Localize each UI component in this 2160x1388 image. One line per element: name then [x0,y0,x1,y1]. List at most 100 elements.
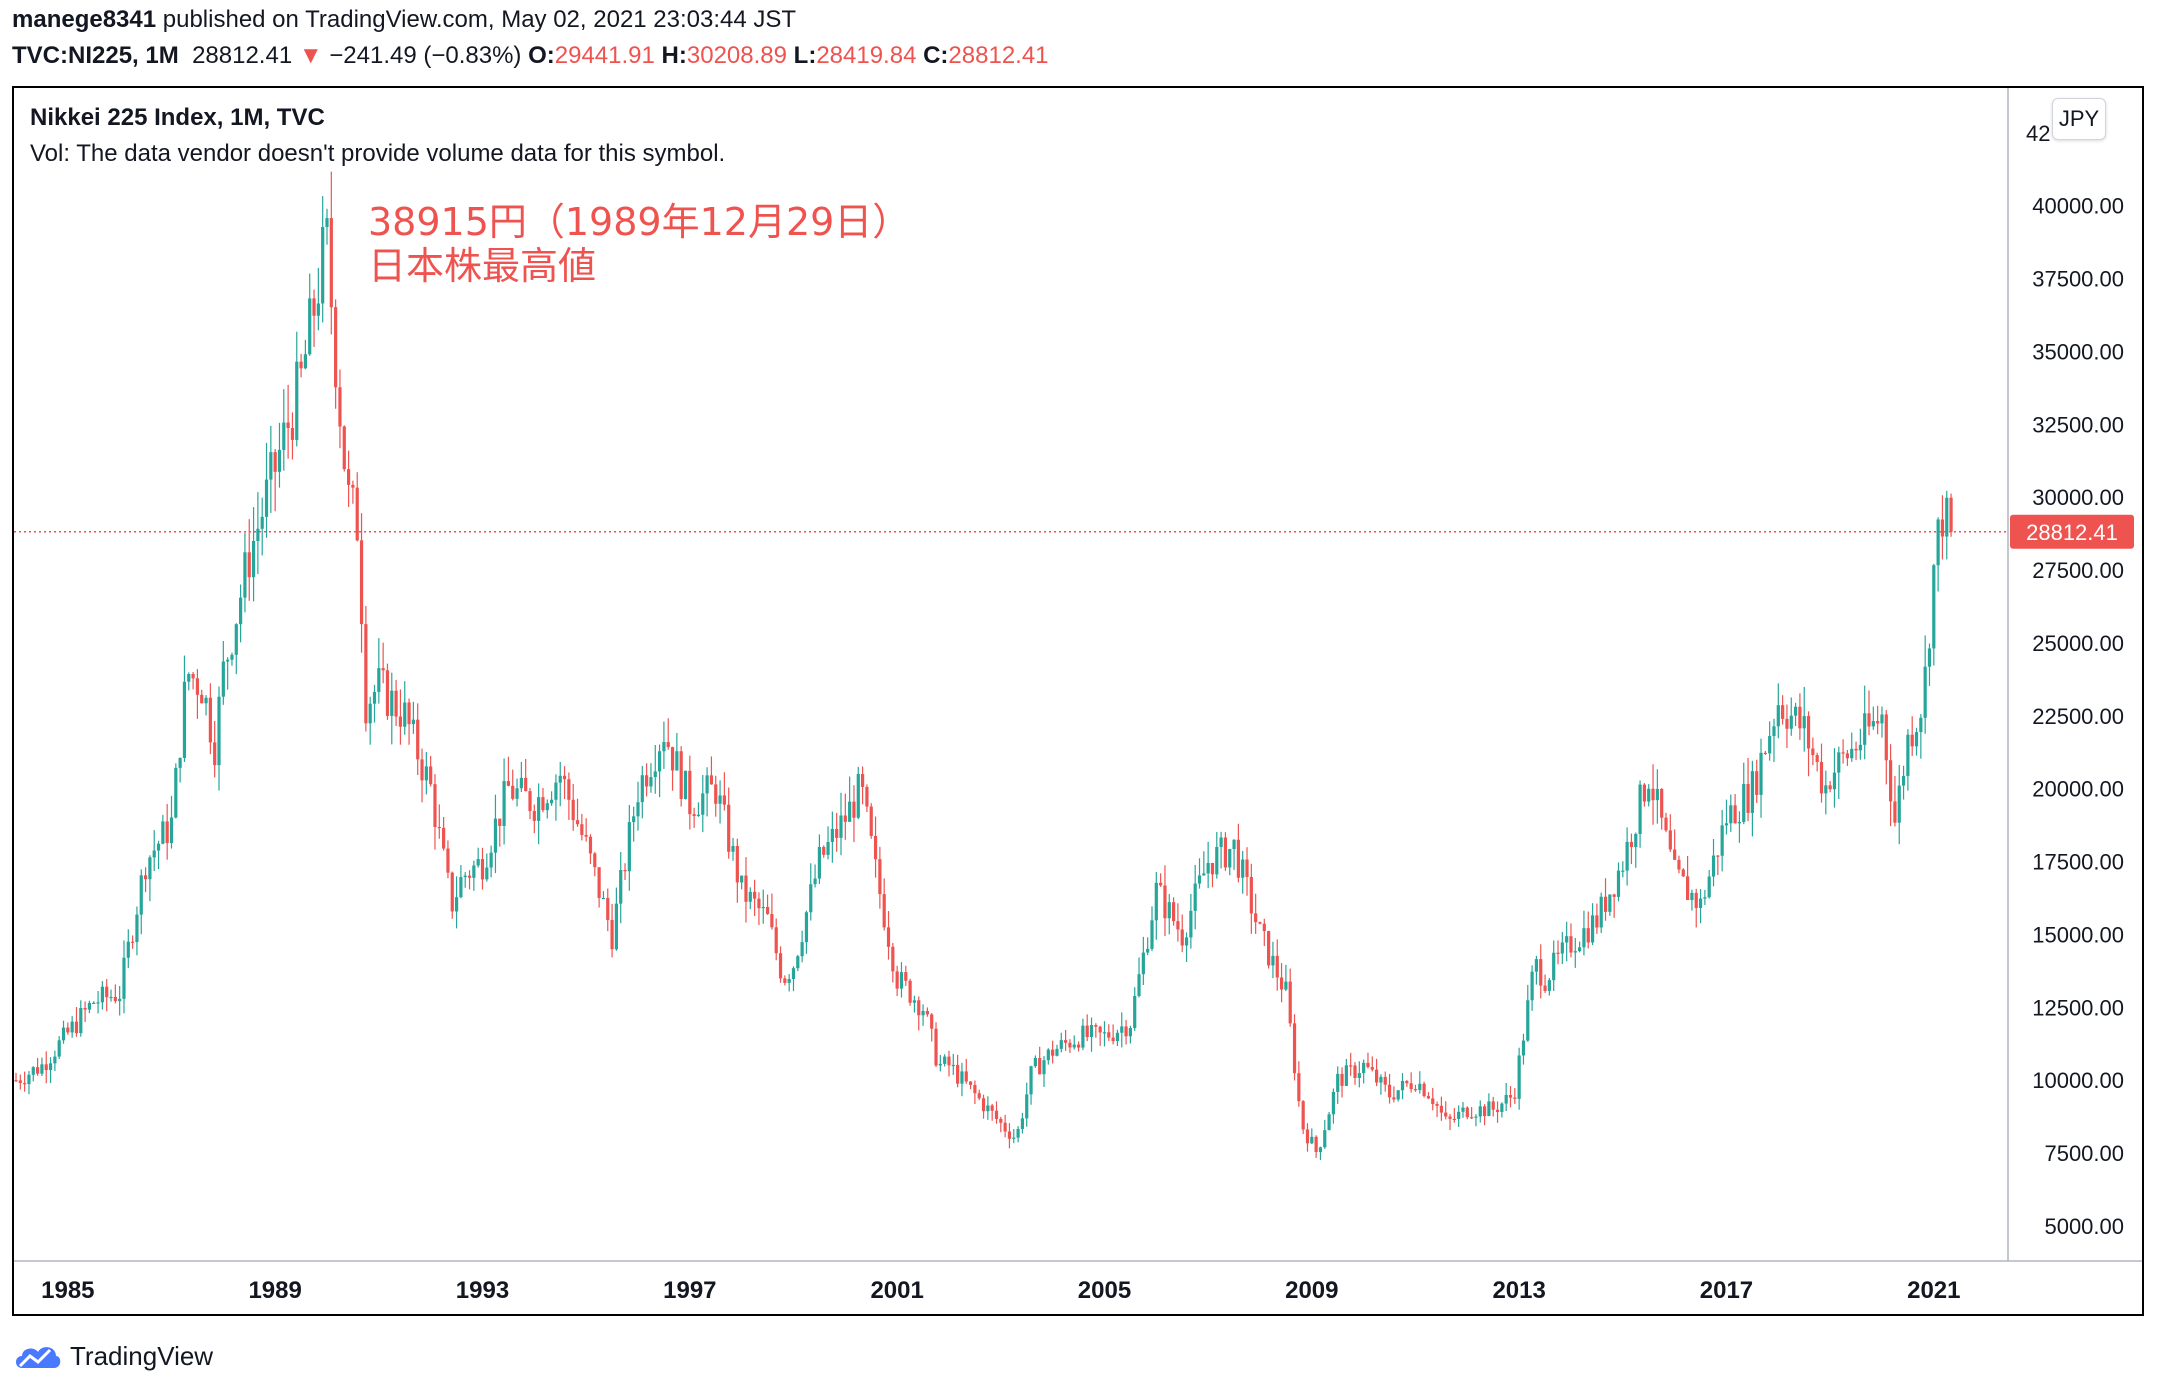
candle-body [1418,1083,1422,1090]
candle-body [1046,1049,1050,1061]
candle-body [295,361,299,440]
candle-body [580,824,584,835]
candle-body [1768,736,1772,754]
candle-body [1076,1044,1081,1048]
candle-body [1115,1032,1120,1042]
price-axis[interactable]: 5000.00 7500.00 10000.00 12500.00 15000.00 17… [2026,121,2124,1239]
candle-body [1012,1137,1016,1139]
candle-body [79,1007,83,1034]
candle-body [1038,1057,1042,1075]
candle-body [852,801,856,818]
candle-body [195,678,200,695]
time-axis[interactable]: 1985 1989 1993 1997 2001 2005 2009 2013 2017 2021 [41,1277,1960,1304]
candle-body [1884,714,1888,761]
candle-body [1655,788,1659,801]
candle-body [1128,1028,1132,1037]
candle-body [688,770,692,815]
candle-body [1647,788,1651,802]
open-value: 29441.91 [554,42,655,69]
candle-body [1400,1080,1405,1091]
candle-body [532,811,536,821]
candle-body [480,859,485,880]
candle-body [1405,1080,1409,1084]
candle-body [31,1067,35,1075]
candle-body [1720,825,1724,856]
candle-body [822,846,826,855]
candle-body [1841,752,1845,754]
candle-body [511,785,515,799]
candle-body [1426,1096,1431,1099]
candle-body [826,841,830,855]
candle-body [1729,805,1733,824]
candle-body [1465,1107,1469,1118]
candle-body [701,793,705,815]
candle-body [174,767,178,818]
candle-body [1927,648,1932,667]
candle-body [1340,1073,1344,1086]
candle-body [1353,1065,1357,1078]
candle-body [1219,837,1223,847]
candle-body [990,1105,994,1111]
author-name[interactable]: manege8341 [12,6,157,33]
candle-body [303,354,307,369]
candle-body [606,897,610,920]
candle-body [934,1028,938,1066]
candle-body [1150,920,1154,949]
price-tick-label: 30000.00 [2032,485,2124,510]
time-tick-label: 2017 [1700,1277,1753,1304]
candle-body [1556,952,1560,954]
candle-body [1573,951,1577,953]
candle-body [562,775,567,780]
series-legend-title[interactable]: Nikkei 225 Index, 1M, TVC [30,104,325,131]
candle-body [169,817,174,844]
candle-body [346,469,351,485]
candle-body [1387,1084,1392,1098]
candle-body [23,1083,27,1085]
candle-body [247,552,251,578]
candle-body [550,799,554,804]
price-tick-label: 20000.00 [2032,777,2124,802]
candle-body [692,814,696,817]
candle-body [1375,1069,1379,1083]
candle-body [1210,862,1215,875]
candle-body [835,828,839,838]
candle-body [593,853,597,868]
candle-body [1876,721,1880,724]
candle-body [830,828,834,842]
peak-annotation: 38915円（1989年12月29日） 日本株最高値 [368,200,910,288]
candle-body [1854,748,1858,751]
candle-body [1068,1042,1072,1048]
candle-body [899,972,904,989]
candle-body [1500,1103,1504,1113]
candle-body [1832,772,1837,790]
time-tick-label: 1997 [663,1277,716,1304]
candle-body [895,971,899,989]
candle-body [554,782,558,800]
candle-body [1223,837,1228,868]
candle-body [1171,902,1176,922]
candle-body [403,702,407,727]
candle-body [1923,666,1927,718]
candle-body [1521,1040,1526,1056]
candle-body [645,775,649,787]
candle-body [385,670,390,716]
high-value: 30208.89 [686,42,787,69]
candle-body [96,1002,100,1004]
candle-body [813,878,817,885]
candle-body [1206,862,1210,874]
candle-body [1837,752,1841,773]
candle-body [524,777,528,792]
candle-body [588,836,593,854]
candle-body [860,773,865,787]
candle-body [187,673,191,682]
candle-body [264,479,269,517]
currency-button[interactable]: JPY [2052,98,2106,140]
candle-body [1828,785,1832,790]
candle-body [541,797,545,811]
tradingview-footer[interactable]: TradingView [12,1336,213,1376]
candle-body [312,298,316,316]
candle-body [1513,1097,1517,1099]
candle-body [1845,753,1850,759]
candle-body [27,1074,31,1085]
